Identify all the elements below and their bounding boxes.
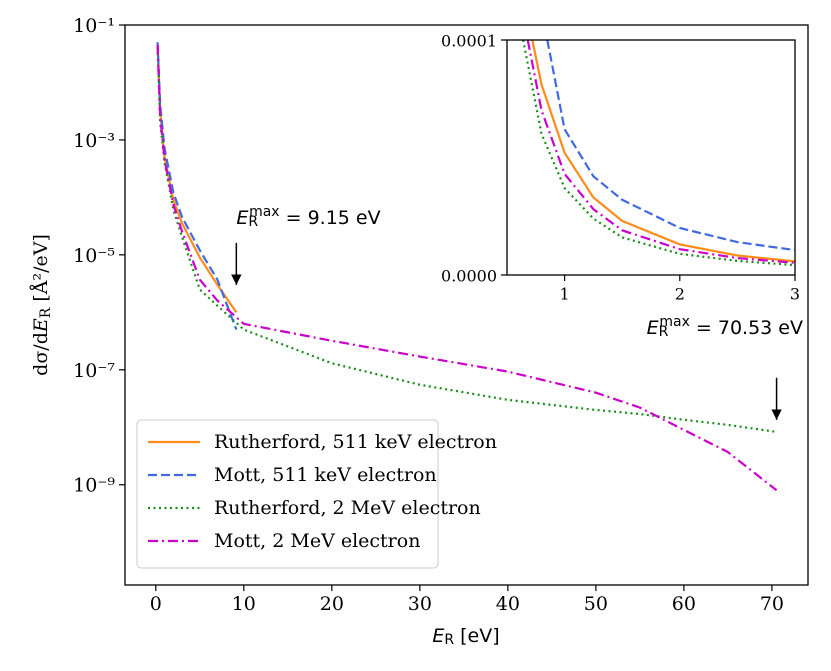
x-tick-label: 20: [320, 593, 344, 615]
prefix: dσ/d: [30, 332, 52, 376]
label: dσ/dER [Å²/eV]: [30, 234, 54, 376]
subscript: R: [659, 324, 669, 340]
x-tick-label: 70: [760, 593, 784, 615]
data-line: [156, 44, 778, 492]
plot-lines: [522, 40, 795, 267]
subscript: R: [444, 632, 454, 648]
x-axis-label: ER [eV]: [432, 625, 499, 649]
x-tick-label: 3: [790, 285, 800, 304]
x-tick-label: 30: [408, 593, 432, 615]
x-tick-label: 60: [672, 593, 696, 615]
axes-border: [124, 24, 809, 586]
superscript: max: [659, 314, 690, 330]
y-tick-label: 10⁻¹: [73, 15, 115, 37]
symbol: E: [432, 625, 444, 647]
legend-label: Mott, 2 MeV electron: [214, 530, 420, 552]
superscript: max: [249, 204, 280, 220]
symbol: E: [30, 318, 52, 333]
x-tick-label: 1: [560, 285, 570, 304]
data-line: [522, 40, 795, 267]
y-tick-label: 10⁻⁷: [73, 360, 115, 382]
y-tick-label: 10⁻⁵: [73, 245, 115, 267]
data-line: [546, 40, 795, 252]
symbol: E: [236, 207, 248, 229]
symbol: E: [647, 317, 659, 339]
data-line: [526, 40, 795, 264]
x-tick-label: 40: [496, 593, 520, 615]
legend-label: Rutherford, 511 keV electron: [214, 431, 497, 453]
y-tick-label: 0.0000: [441, 267, 497, 286]
label: ERmax = 9.15 eV: [236, 204, 380, 230]
x-tick-label: 0: [150, 593, 162, 615]
label: ERmax = 70.53 eV: [647, 314, 803, 340]
x-tick-label: 2: [675, 285, 685, 304]
legend-label: Rutherford, 2 MeV electron: [214, 497, 481, 519]
plot-frame: [507, 40, 795, 275]
subscript: R: [248, 214, 258, 230]
subscript: R: [38, 307, 54, 318]
text: = 9.15 eV: [280, 207, 381, 229]
data-line: [531, 40, 795, 263]
text: = 70.53 eV: [690, 317, 803, 339]
x-tick-label: 50: [584, 593, 608, 615]
y-tick-label: 10⁻⁹: [73, 475, 115, 497]
y-tick-label: 10⁻³: [73, 130, 115, 152]
y-tick-label: 0.0001: [441, 32, 497, 51]
axes-border: [506, 39, 796, 276]
legend-box: [136, 419, 439, 569]
x-tick-label: 10: [232, 593, 256, 615]
unit: [eV]: [454, 625, 500, 647]
legend-label: Mott, 511 keV electron: [214, 464, 437, 486]
plot-lines: [156, 42, 778, 492]
unit: [Å²/eV]: [30, 234, 52, 308]
